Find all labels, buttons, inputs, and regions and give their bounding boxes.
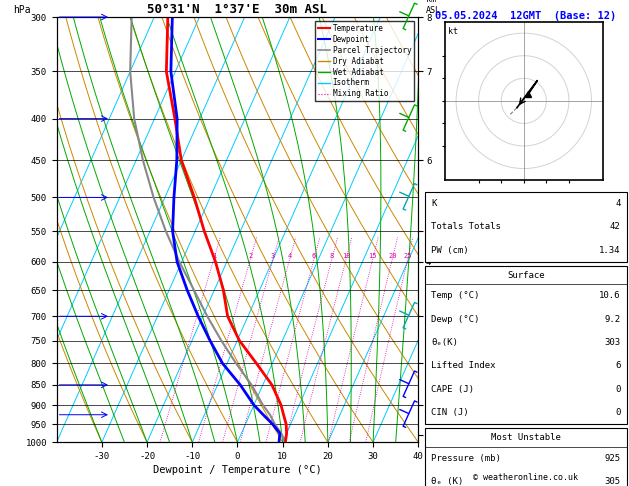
Text: 10.6: 10.6 <box>599 292 621 300</box>
Text: 10: 10 <box>342 253 350 259</box>
Text: θₑ(K): θₑ(K) <box>431 338 458 347</box>
Text: K: K <box>431 199 437 208</box>
Bar <box>425 266 627 424</box>
Text: 6: 6 <box>615 362 621 370</box>
Text: Temp (°C): Temp (°C) <box>431 292 479 300</box>
Text: θₑ (K): θₑ (K) <box>431 477 463 486</box>
Text: 9.2: 9.2 <box>604 315 621 324</box>
Text: 6: 6 <box>312 253 316 259</box>
Text: 925: 925 <box>604 454 621 463</box>
Text: Lifted Index: Lifted Index <box>431 362 496 370</box>
Text: 2: 2 <box>248 253 253 259</box>
Text: Surface: Surface <box>507 271 545 279</box>
Text: Pressure (mb): Pressure (mb) <box>431 454 501 463</box>
Text: 305: 305 <box>604 477 621 486</box>
Text: © weatheronline.co.uk: © weatheronline.co.uk <box>474 473 578 482</box>
Text: 4: 4 <box>615 199 621 208</box>
Text: 42: 42 <box>610 223 621 231</box>
Text: Most Unstable: Most Unstable <box>491 433 561 442</box>
Text: 1: 1 <box>212 253 216 259</box>
Title: 50°31'N  1°37'E  30m ASL: 50°31'N 1°37'E 30m ASL <box>147 3 328 16</box>
Text: CIN (J): CIN (J) <box>431 408 469 417</box>
Text: 1.34: 1.34 <box>599 246 621 255</box>
Text: km
ASL: km ASL <box>425 0 440 15</box>
Text: 20: 20 <box>388 253 396 259</box>
Text: 0: 0 <box>615 408 621 417</box>
Text: 303: 303 <box>604 338 621 347</box>
Text: 4: 4 <box>287 253 292 259</box>
Text: CAPE (J): CAPE (J) <box>431 385 474 394</box>
Legend: Temperature, Dewpoint, Parcel Trajectory, Dry Adiabat, Wet Adiabat, Isotherm, Mi: Temperature, Dewpoint, Parcel Trajectory… <box>315 21 415 102</box>
Bar <box>425 428 627 486</box>
Text: kt: kt <box>448 27 458 35</box>
Text: 8: 8 <box>330 253 334 259</box>
Text: 0: 0 <box>615 385 621 394</box>
Text: Totals Totals: Totals Totals <box>431 223 501 231</box>
Text: PW (cm): PW (cm) <box>431 246 469 255</box>
X-axis label: Dewpoint / Temperature (°C): Dewpoint / Temperature (°C) <box>153 465 322 475</box>
Text: 25: 25 <box>404 253 412 259</box>
Text: Dewp (°C): Dewp (°C) <box>431 315 479 324</box>
Text: 3: 3 <box>271 253 276 259</box>
Text: 15: 15 <box>369 253 377 259</box>
Text: hPa: hPa <box>13 5 31 15</box>
Bar <box>425 192 627 262</box>
Text: 05.05.2024  12GMT  (Base: 12): 05.05.2024 12GMT (Base: 12) <box>435 11 616 21</box>
